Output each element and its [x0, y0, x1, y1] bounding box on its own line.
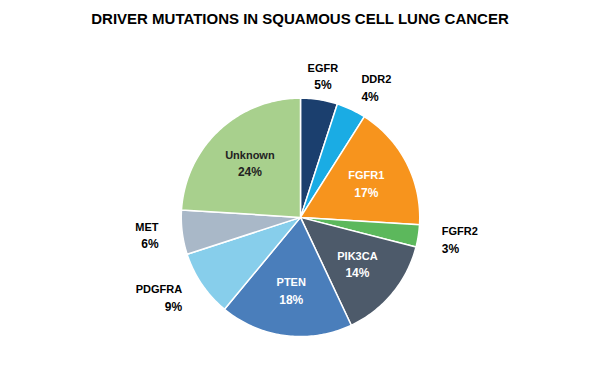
- svg-text:17%: 17%: [354, 186, 378, 200]
- svg-text:4%: 4%: [361, 90, 379, 104]
- svg-text:3%: 3%: [442, 242, 460, 256]
- svg-text:18%: 18%: [279, 293, 303, 307]
- html-text:DRIVER MUTATIONS IN SQUAMOUS C: DRIVER MUTATIONS IN SQUAMOUS CELL LUNG C…: [91, 10, 509, 27]
- svg-text:PIK3CA: PIK3CA: [337, 250, 377, 262]
- svg-text:EGFR: EGFR: [308, 62, 339, 74]
- svg-text:9%: 9%: [165, 300, 183, 314]
- svg-text:14%: 14%: [345, 266, 369, 280]
- svg-text:5%: 5%: [314, 78, 332, 92]
- svg-text:Unknown: Unknown: [225, 149, 275, 161]
- svg-text:6%: 6%: [141, 237, 159, 251]
- svg-text:FGFR2: FGFR2: [442, 225, 478, 237]
- svg-text:MET: MET: [135, 221, 159, 233]
- svg-text:24%: 24%: [238, 165, 262, 179]
- svg-text:FGFR1: FGFR1: [348, 169, 384, 181]
- svg-text:PDGFRA: PDGFRA: [136, 283, 183, 295]
- svg-text:DDR2: DDR2: [361, 73, 391, 85]
- svg-text:PTEN: PTEN: [277, 276, 306, 288]
